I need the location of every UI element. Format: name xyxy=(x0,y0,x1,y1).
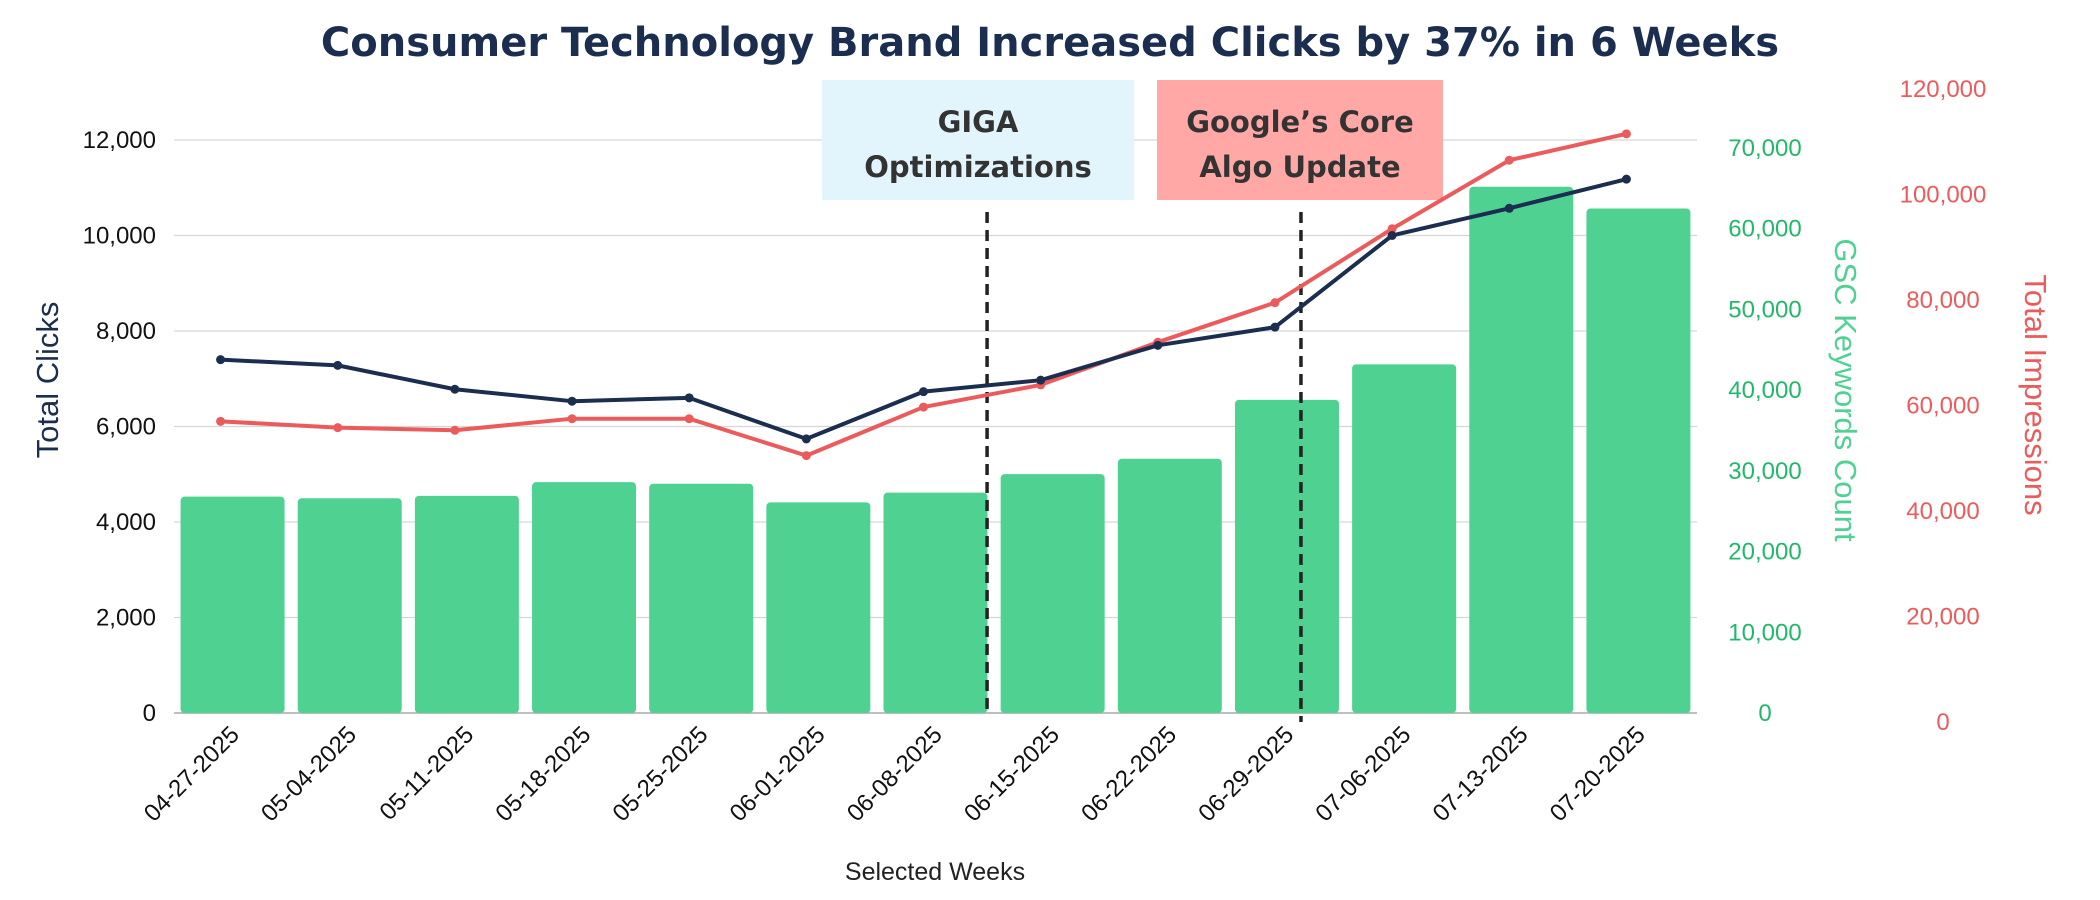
clicks-point-07-13-2025 xyxy=(1504,203,1514,213)
annotation-giga-line-1: GIGA xyxy=(938,105,1019,139)
keywords-tick-label: 70,000 xyxy=(1728,135,1801,162)
bar-keywords-06-08-2025 xyxy=(883,492,988,713)
annotation-giga-line-2: Optimizations xyxy=(864,150,1091,184)
keywords-tick-label: 40,000 xyxy=(1728,377,1801,404)
x-tick-label: 04-27-2025 xyxy=(139,721,245,827)
x-tick-label: 06-08-2025 xyxy=(842,721,948,827)
impressions-tick-label: 60,000 xyxy=(1906,393,1979,420)
x-tick-label: 07-20-2025 xyxy=(1545,721,1651,827)
bar-keywords-06-15-2025 xyxy=(1000,474,1105,713)
clicks-point-07-20-2025 xyxy=(1621,174,1631,184)
keywords-axis-title: GSC Keywords Count xyxy=(1828,238,1863,542)
clicks-tick-label: 8,000 xyxy=(96,318,156,345)
impressions-point-07-06-2025 xyxy=(1387,224,1397,234)
clicks-point-06-01-2025 xyxy=(801,434,811,444)
clicks-tick-label: 12,000 xyxy=(83,127,156,154)
impressions-point-06-29-2025 xyxy=(1270,298,1280,308)
bar-keywords-05-18-2025 xyxy=(532,482,637,713)
bar-keywords-05-11-2025 xyxy=(414,495,519,713)
impressions-tick-label: 40,000 xyxy=(1906,498,1979,525)
bar-keywords-05-25-2025 xyxy=(649,483,754,713)
clicks-point-05-25-2025 xyxy=(684,393,694,403)
impressions-tick-label: 100,000 xyxy=(1900,182,1987,209)
clicks-tick-label: 4,000 xyxy=(96,509,156,536)
bar-keywords-06-29-2025 xyxy=(1234,399,1339,713)
clicks-point-06-08-2025 xyxy=(919,387,928,397)
bar-keywords-07-13-2025 xyxy=(1469,186,1574,713)
impressions-point-05-18-2025 xyxy=(567,414,577,424)
x-tick-label: 07-13-2025 xyxy=(1428,721,1534,827)
impressions-point-06-01-2025 xyxy=(801,451,811,461)
annotation-algo-box xyxy=(1157,80,1443,200)
x-tick-label: 06-15-2025 xyxy=(959,721,1065,827)
clicks-point-05-04-2025 xyxy=(333,360,343,370)
x-tick-label: 06-29-2025 xyxy=(1193,721,1299,827)
x-tick-label: 07-06-2025 xyxy=(1310,721,1416,827)
clicks-point-06-22-2025 xyxy=(1153,340,1163,350)
bar-keywords-07-20-2025 xyxy=(1586,208,1691,714)
clicks-point-07-06-2025 xyxy=(1387,231,1397,240)
impressions-point-07-20-2025 xyxy=(1621,129,1631,139)
impressions-axis-title: Total Impressions xyxy=(2018,274,2053,515)
impressions-tick-label: 20,000 xyxy=(1906,604,1979,631)
bar-keywords-05-04-2025 xyxy=(297,498,402,713)
x-tick-label: 05-11-2025 xyxy=(374,721,479,826)
keywords-tick-label: 20,000 xyxy=(1728,539,1801,566)
impressions-point-05-04-2025 xyxy=(333,423,343,433)
clicks-point-04-27-2025 xyxy=(216,355,226,365)
clicks-point-05-18-2025 xyxy=(567,396,577,406)
bar-keywords-07-06-2025 xyxy=(1352,364,1457,713)
impressions-point-05-25-2025 xyxy=(684,414,694,424)
x-tick-label: 05-04-2025 xyxy=(256,721,362,827)
clicks-tick-label: 0 xyxy=(143,700,156,727)
impressions-point-07-13-2025 xyxy=(1504,155,1514,165)
bar-keywords-04-27-2025 xyxy=(180,496,285,713)
keywords-tick-label: 30,000 xyxy=(1728,458,1801,485)
impressions-tick-label: 120,000 xyxy=(1900,76,1987,103)
impressions-point-04-27-2025 xyxy=(216,416,226,426)
clicks-point-06-29-2025 xyxy=(1270,322,1280,332)
chart-title: Consumer Technology Brand Increased Clic… xyxy=(321,20,1779,66)
x-axis-title: Selected Weeks xyxy=(845,858,1025,886)
x-tick-label: 06-22-2025 xyxy=(1076,721,1182,827)
annotation-algo-line-1: Google’s Core xyxy=(1186,105,1414,139)
bar-keywords-06-01-2025 xyxy=(766,502,871,713)
x-tick-label: 05-25-2025 xyxy=(608,721,714,827)
x-tick-label: 05-18-2025 xyxy=(490,721,596,827)
clicks-axis-title: Total Clicks xyxy=(30,302,65,459)
clicks-tick-label: 2,000 xyxy=(96,605,156,632)
impressions-point-06-08-2025 xyxy=(919,402,928,412)
clicks-point-05-11-2025 xyxy=(450,384,460,394)
keywords-tick-label: 0 xyxy=(1758,700,1771,727)
keywords-tick-label: 60,000 xyxy=(1728,216,1801,243)
annotation-giga-box xyxy=(822,80,1134,200)
impressions-tick-label: 0 xyxy=(1936,709,1949,736)
bar-keywords-06-22-2025 xyxy=(1117,458,1222,713)
impressions-tick-label: 80,000 xyxy=(1906,287,1979,314)
clicks-tick-label: 10,000 xyxy=(83,223,156,250)
x-tick-label: 06-01-2025 xyxy=(725,721,831,827)
keywords-tick-label: 50,000 xyxy=(1728,296,1801,323)
clicks-tick-label: 6,000 xyxy=(96,414,156,441)
impressions-point-05-11-2025 xyxy=(450,425,460,435)
keywords-tick-label: 10,000 xyxy=(1728,619,1801,646)
annotation-algo-line-2: Algo Update xyxy=(1199,150,1400,184)
clicks-point-06-15-2025 xyxy=(1036,375,1046,385)
